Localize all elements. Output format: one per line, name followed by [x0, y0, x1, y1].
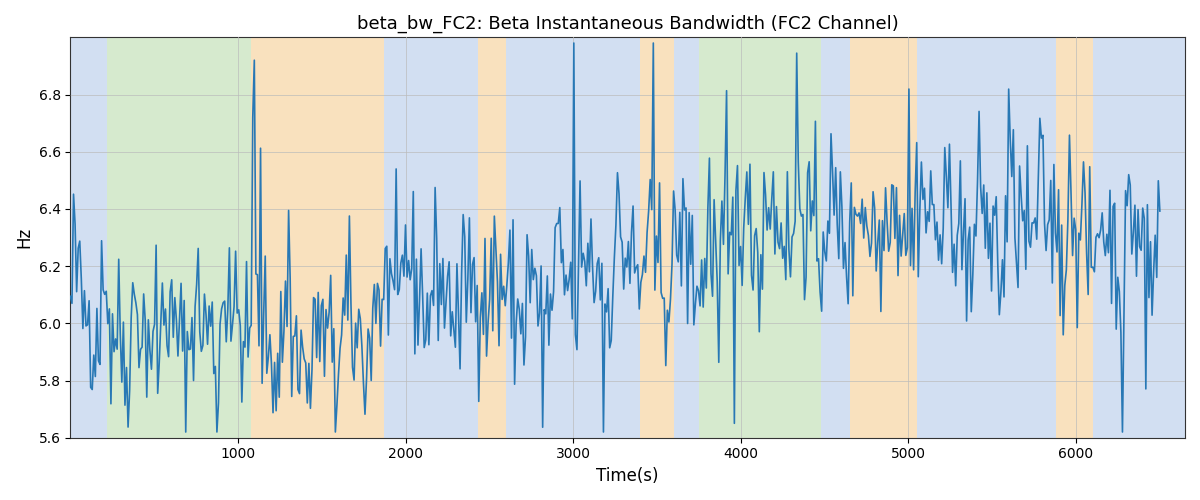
X-axis label: Time(s): Time(s): [596, 467, 659, 485]
Bar: [506, 38, 641, 438]
Bar: [850, 38, 917, 438]
Bar: [1093, 38, 1186, 438]
Bar: [478, 38, 506, 438]
Bar: [917, 38, 1056, 438]
Bar: [71, 38, 107, 438]
Bar: [384, 38, 478, 438]
Bar: [107, 38, 252, 438]
Bar: [641, 38, 673, 438]
Bar: [1056, 38, 1093, 438]
Title: beta_bw_FC2: Beta Instantaneous Bandwidth (FC2 Channel): beta_bw_FC2: Beta Instantaneous Bandwidt…: [356, 15, 899, 34]
Y-axis label: Hz: Hz: [14, 227, 32, 248]
Bar: [698, 38, 821, 438]
Bar: [821, 38, 850, 438]
Bar: [673, 38, 698, 438]
Bar: [252, 38, 384, 438]
